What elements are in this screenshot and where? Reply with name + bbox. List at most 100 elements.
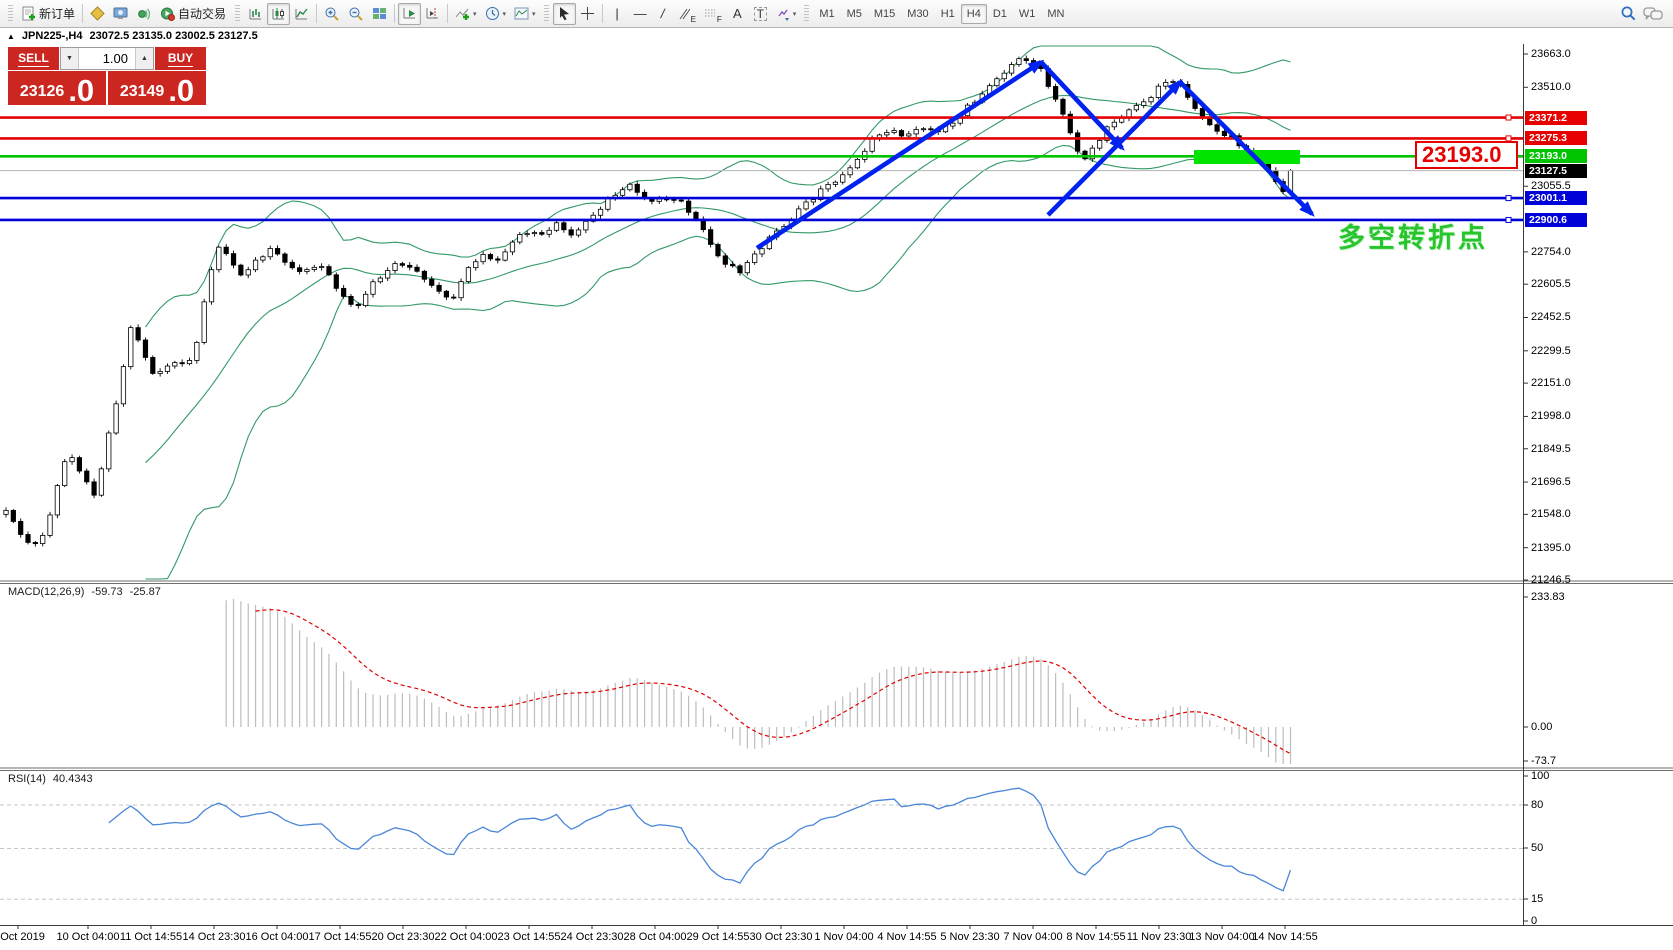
volume-increment-button[interactable]: ▲ <box>135 48 153 69</box>
bar-chart-icon <box>249 9 262 20</box>
auto-scroll-button[interactable] <box>398 2 422 25</box>
buy-price-box[interactable]: 23149 .0 <box>108 71 206 106</box>
chat-icon[interactable] <box>1643 6 1663 22</box>
sell-price-box[interactable]: 23126 .0 <box>8 71 106 106</box>
vertical-line-tool-button[interactable]: | <box>606 3 629 25</box>
volume-input[interactable]: 1.00 <box>102 51 128 66</box>
dropdown-arrow-icon: ▾ <box>792 10 797 18</box>
price-level-label[interactable]: 23193.0 <box>1525 149 1587 164</box>
indicators-icon <box>455 8 470 20</box>
text-tool-button[interactable]: A <box>726 3 749 25</box>
timeframe-button-M30[interactable]: M30 <box>907 7 929 20</box>
timeframe-button-H4[interactable]: H4 <box>960 3 987 24</box>
toolbar-grip[interactable] <box>543 4 549 23</box>
price-callout-box[interactable]: 23193.0 <box>1415 141 1518 169</box>
timeframe-button-MN[interactable]: MN <box>1047 7 1065 20</box>
y-axis-tick-label: 22452.5 <box>1531 311 1571 324</box>
search-icon[interactable] <box>1620 5 1637 22</box>
templates-button[interactable]: ▾ <box>510 3 540 25</box>
line-chart-icon <box>295 8 308 20</box>
time-axis-label: 11 Nov 23:30 <box>1126 931 1192 943</box>
price-level-label[interactable]: 22900.6 <box>1525 212 1587 227</box>
y-axis-tick-label: 22605.5 <box>1531 278 1571 291</box>
chart-shift-button[interactable] <box>421 3 444 25</box>
buy-button-label: BUY <box>167 50 194 67</box>
time-axis-label: 14 Nov 14:55 <box>1252 931 1318 943</box>
toolbar-grip[interactable] <box>8 4 13 23</box>
price-level-label[interactable]: 23001.1 <box>1525 191 1587 206</box>
timeframe-button-H1[interactable]: H1 <box>940 7 955 20</box>
buy-button[interactable]: BUY <box>155 47 206 70</box>
horizontal-level-lines[interactable] <box>0 114 1523 223</box>
rsi-scale-label: 100 <box>1531 770 1550 782</box>
pivot-note-text[interactable]: 多空转折点 <box>1338 216 1488 255</box>
channel-tool-button[interactable]: E <box>675 3 700 25</box>
new-order-button[interactable]: 新订单 <box>17 3 79 25</box>
toolbar-grip[interactable] <box>804 4 810 23</box>
terminal-icon <box>113 7 128 19</box>
timeframe-button-M5[interactable]: M5 <box>846 7 862 20</box>
vertical-line-icon: | <box>615 6 619 21</box>
cursor-button[interactable] <box>552 2 576 25</box>
metaeditor-button[interactable] <box>86 3 109 25</box>
tile-windows-button[interactable] <box>368 3 391 25</box>
candlestick-chart-icon <box>272 8 285 20</box>
collapse-triangle-icon[interactable]: ▲ <box>7 31 15 41</box>
timeframe-button-M1[interactable]: M1 <box>819 7 835 20</box>
time-axis-label: 14 Oct 23:30 <box>182 931 246 943</box>
highlight-band[interactable] <box>1194 150 1300 164</box>
price-level-label[interactable]: 23371.2 <box>1525 110 1587 125</box>
clock-icon <box>485 7 499 20</box>
time-axis-label: 10 Oct 04:00 <box>56 931 120 943</box>
y-axis-tick-label: 21548.0 <box>1531 508 1571 521</box>
time-axis-label: 13 Nov 04:00 <box>1189 931 1255 943</box>
toolbar-grip[interactable] <box>235 4 241 23</box>
dropdown-arrow-icon: ▾ <box>532 10 536 18</box>
bollinger-bands <box>145 45 1291 580</box>
chart-symbol-period: JPN225-,H4 <box>21 30 83 42</box>
timeframe-button-M15[interactable]: M15 <box>873 7 896 20</box>
toolbar-separator <box>82 4 84 23</box>
rsi-name: RSI(14) <box>8 773 46 785</box>
rsi-scale-label: 15 <box>1531 893 1544 905</box>
timeframe-button-W1[interactable]: W1 <box>1018 7 1036 20</box>
macd-name: MACD(12,26,9) <box>8 586 85 598</box>
trendline-icon: / <box>659 6 667 21</box>
one-click-trading-panel: SELL ▼ 1.00 ▲ BUY 23126 .0 23149 .0 <box>8 47 206 106</box>
fibonacci-tool-button[interactable]: F <box>700 3 726 25</box>
price-level-label[interactable]: 23275.3 <box>1525 131 1587 146</box>
trend-arrows[interactable] <box>755 59 1315 250</box>
volume-spinner: ▼ 1.00 ▲ <box>60 47 154 70</box>
zoom-out-button[interactable] <box>344 3 368 25</box>
bar-chart-button[interactable] <box>244 3 267 25</box>
time-axis-label: 17 Oct 14:55 <box>308 931 372 943</box>
toolbar-separator <box>601 4 603 23</box>
chart-structure <box>0 44 1673 929</box>
candlestick-chart-button[interactable] <box>267 2 291 25</box>
trendline-tool-button[interactable]: / <box>652 3 675 25</box>
indicators-button[interactable]: ▾ <box>451 3 481 25</box>
arrows-tool-button[interactable]: ▾ <box>772 3 801 25</box>
sell-button-label: SELL <box>18 50 49 67</box>
horizontal-line-tool-button[interactable]: — <box>629 3 652 25</box>
volume-decrement-button[interactable]: ▼ <box>61 48 79 69</box>
channel-icon <box>679 8 690 20</box>
auto-scroll-icon <box>403 8 416 19</box>
autotrading-button[interactable]: 自动交易 <box>155 3 231 25</box>
line-chart-button[interactable] <box>290 3 313 25</box>
crosshair-button[interactable] <box>576 3 599 25</box>
timeframe-button-D1[interactable]: D1 <box>992 7 1007 20</box>
horizontal-line-icon: — <box>633 6 647 21</box>
y-axis-tick-label: 22151.0 <box>1531 377 1571 390</box>
y-axis-tick-label: 21395.0 <box>1531 541 1571 554</box>
periods-button[interactable]: ▾ <box>481 3 511 25</box>
text-label-tool-button[interactable]: T <box>749 3 772 25</box>
signals-button[interactable] <box>132 3 155 25</box>
toolbar-separator <box>394 4 396 23</box>
sell-button[interactable]: SELL <box>8 47 59 70</box>
y-axis-tick-label: 22754.0 <box>1531 245 1571 258</box>
zoom-in-button[interactable] <box>320 3 344 25</box>
terminal-button[interactable] <box>109 3 132 25</box>
